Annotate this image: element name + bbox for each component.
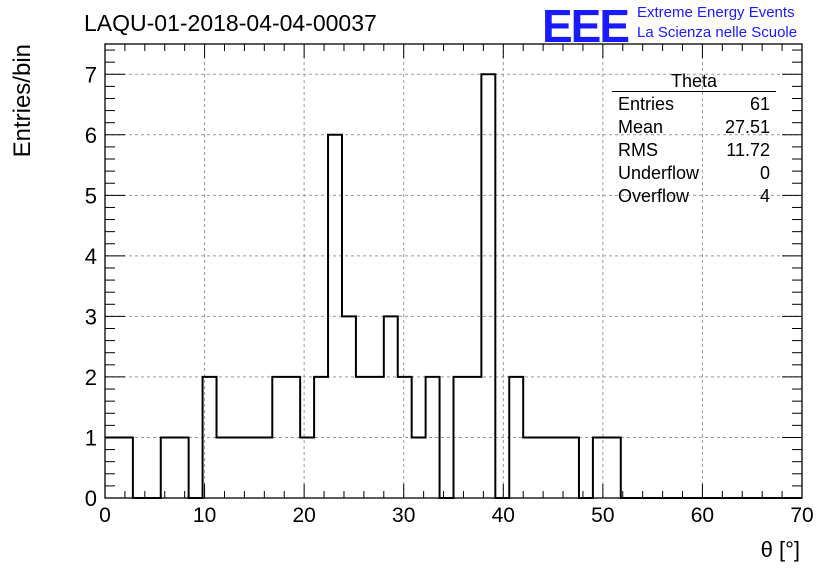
histogram-bin (565, 437, 579, 498)
stats-value: 27.51 (724, 117, 770, 137)
stats-row: Mean 27.51 (612, 115, 776, 138)
x-axis-label: θ [°] (761, 537, 800, 562)
stats-value: 61 (749, 94, 770, 114)
histogram-bin (161, 437, 175, 498)
y-tick-label: 4 (85, 244, 97, 269)
stats-value: 11.72 (726, 140, 770, 160)
histogram-bin (607, 437, 621, 498)
histogram-bin (537, 437, 551, 498)
stats-name: Theta (612, 70, 776, 92)
histogram-bin (230, 437, 244, 498)
stats-row: Underflow 0 (612, 161, 776, 184)
histogram-bin (481, 74, 495, 498)
x-tick-label: 70 (790, 504, 813, 527)
histogram-bin (412, 437, 426, 498)
stats-label: Underflow (618, 163, 700, 183)
histogram-bin (523, 437, 537, 498)
x-tick-labels: 0 10 20 30 40 50 60 70 (99, 504, 814, 527)
stats-row: Entries 61 (612, 92, 776, 115)
y-axis-label: Entries/bin (9, 44, 36, 157)
logo-line-1: Extreme Energy Events (637, 4, 795, 21)
histogram-bin (342, 316, 356, 498)
logo-line-2: La Scienza nelle Scuole (637, 24, 798, 41)
histogram-bin (175, 437, 189, 498)
stats-label: Mean (618, 117, 664, 137)
x-tick-label: 40 (492, 504, 515, 527)
y-tick-label: 5 (85, 183, 97, 208)
histogram-bin (551, 437, 565, 498)
y-tick-label: 1 (85, 425, 97, 450)
histogram-bin (384, 316, 398, 498)
stats-row: RMS 11.72 (612, 138, 776, 161)
x-tick-label: 60 (691, 504, 714, 527)
histogram-bin (119, 437, 133, 498)
x-tick-label: 20 (292, 504, 315, 527)
y-tick-label: 3 (85, 304, 97, 329)
histogram-bin (105, 437, 119, 498)
stats-value: 4 (759, 186, 770, 206)
stats-box: Theta Entries 61 Mean 27.51 RMS 11.72 Underflo… (612, 70, 776, 207)
chart-title: LAQU-01-2018-04-04-00037 (84, 10, 377, 36)
y-tick-label: 2 (85, 365, 97, 390)
stats-label: Entries (618, 94, 675, 114)
histogram-bin (244, 437, 258, 498)
y-tick-label: 0 (85, 486, 97, 511)
stats-row: Overflow 4 (612, 184, 776, 207)
plot-frame (104, 43, 803, 499)
x-tick-label: 0 (99, 504, 111, 527)
eee-logo-letters: EEE (542, 2, 628, 46)
x-tick-label: 10 (193, 504, 216, 527)
y-tick-label: 7 (85, 62, 97, 87)
stats-label: Overflow (618, 186, 690, 206)
histogram-bin (217, 437, 231, 498)
x-tick-label: 50 (591, 504, 614, 527)
axis-ticks (104, 44, 803, 499)
eee-logo-text: Extreme Energy Events La Scienza nelle S… (637, 3, 797, 43)
stats-label: RMS (618, 140, 658, 160)
histogram-bin (300, 437, 314, 498)
y-tick-label: 6 (85, 123, 97, 148)
x-tick-label: 30 (392, 504, 415, 527)
y-tick-labels: 0 1 2 3 4 5 6 7 (85, 62, 97, 511)
histogram-bin (258, 437, 272, 498)
eee-logo: EEE (542, 2, 630, 46)
histogram-bin (593, 437, 607, 498)
stats-value: 0 (759, 163, 770, 183)
